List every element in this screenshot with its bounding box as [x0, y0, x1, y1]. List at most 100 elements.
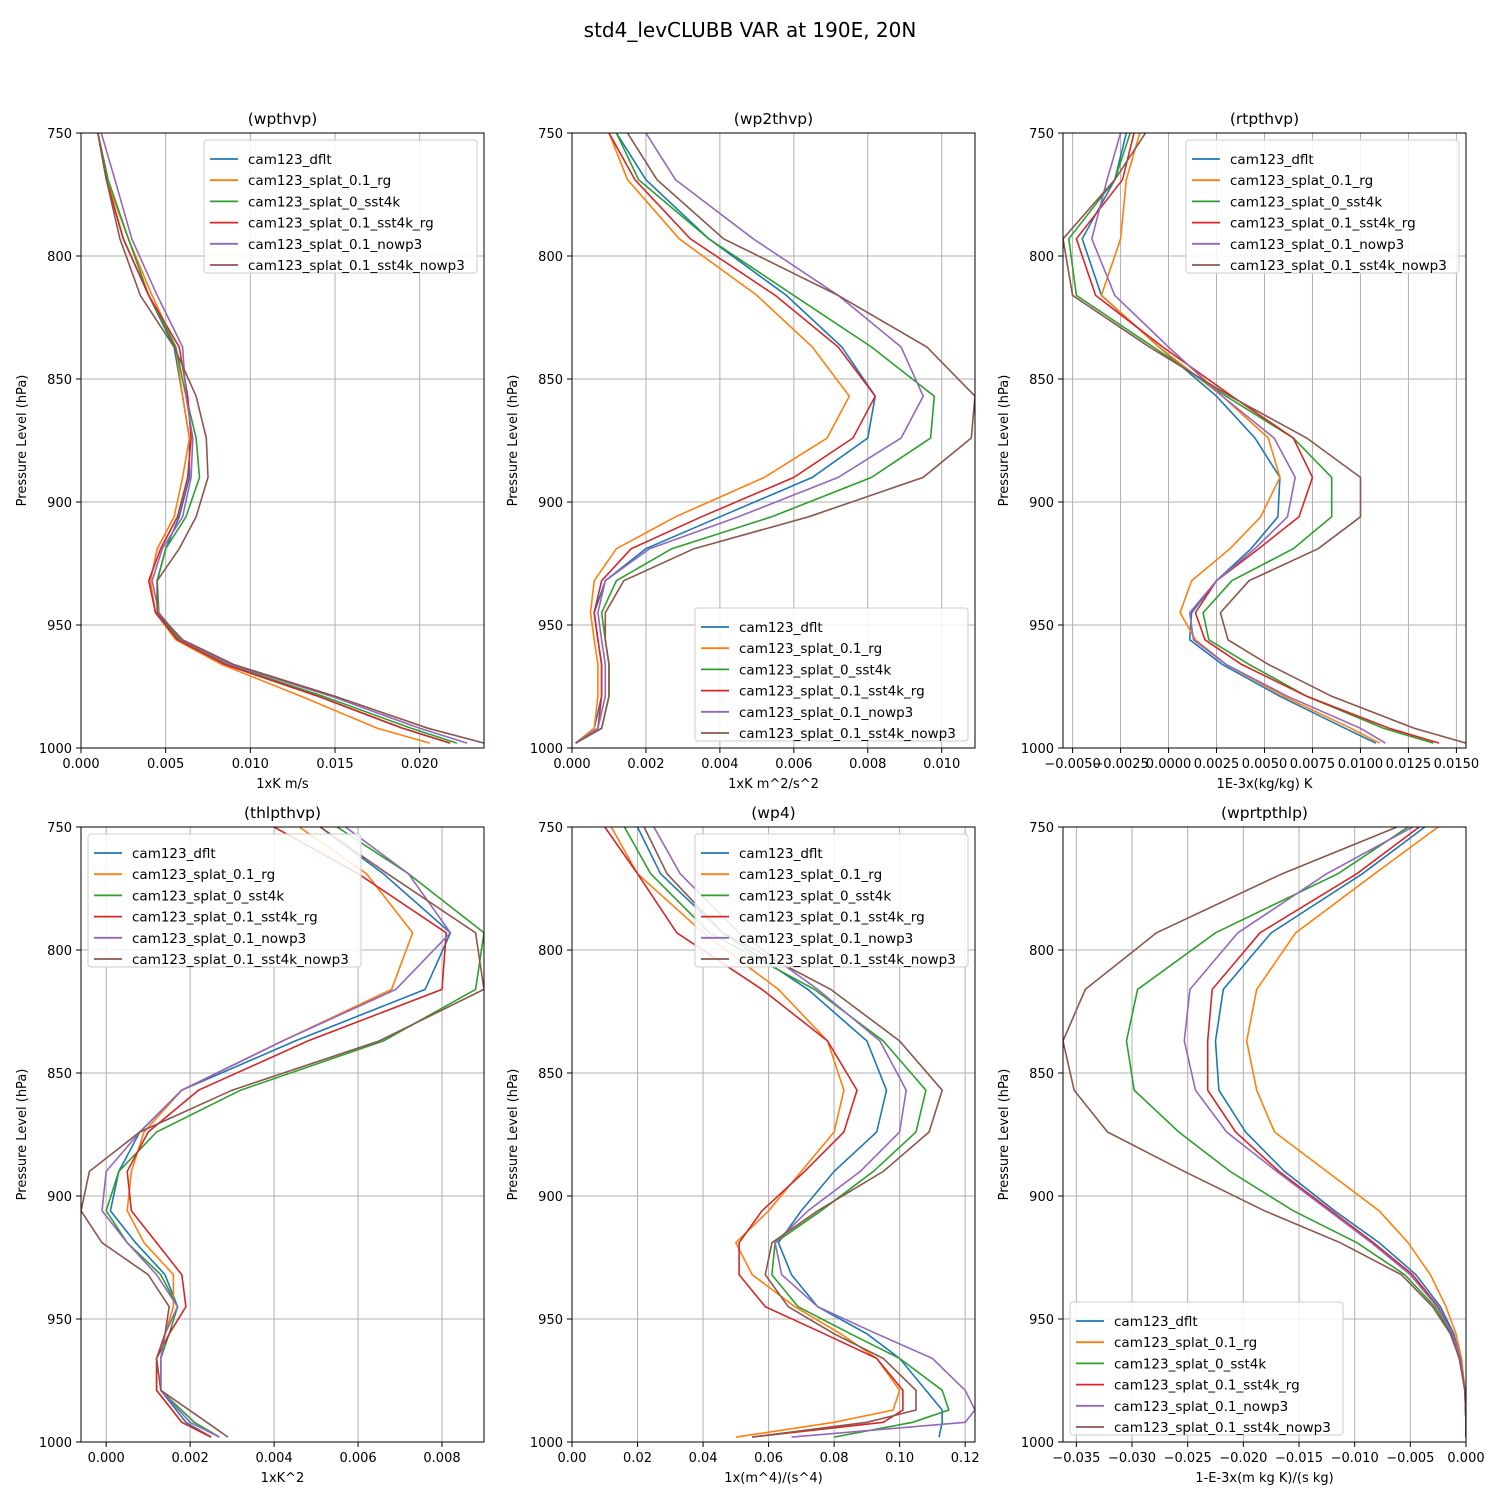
x-tick-label: 0.10: [885, 1451, 914, 1466]
y-tick-label: 800: [538, 944, 563, 959]
x-axis-label: 1xK m/s: [256, 777, 309, 792]
x-tick-label: 0.08: [820, 1451, 849, 1466]
legend-label: cam123_splat_0.1_rg: [132, 867, 275, 883]
series-line-cam123_splat_0.1_nowp3: [575, 133, 925, 744]
x-tick-label: 0.0075: [1290, 757, 1336, 772]
y-tick-label: 800: [47, 944, 72, 959]
y-axis-label: Pressure Level (hPa): [15, 375, 30, 507]
series-line-cam123_dflt: [636, 827, 944, 1438]
legend-label: cam123_dflt: [739, 620, 823, 636]
legend-box: [694, 607, 969, 742]
x-tick-label: −0.005: [1386, 1451, 1434, 1466]
subplot-2: 0.000 0.002 0.004 0.006 0.008 0.010 750 800 850 9…: [506, 110, 976, 792]
subplot-title: (thlpthvp): [244, 804, 321, 822]
legend-label: cam123_splat_0.1_sst4k_rg: [248, 216, 434, 232]
y-tick-label: 800: [538, 250, 563, 265]
subplot-1: 0.000 0.005 0.010 0.015 0.020 750 800 850 900 950…: [15, 110, 485, 792]
legend-label: cam123_splat_0.1_nowp3: [739, 705, 913, 721]
x-tick-label: 0.006: [339, 1451, 376, 1466]
y-tick-label: 750: [538, 127, 563, 142]
y-tick-label: 1000: [1021, 742, 1054, 757]
legend-label: cam123_splat_0.1_sst4k_rg: [739, 684, 925, 700]
x-tick-label: 0.002: [172, 1451, 209, 1466]
legend-box: [87, 833, 362, 968]
y-tick-label: 1000: [39, 1436, 72, 1451]
series-line-cam123_splat_0.1_sst4k_nowp3: [97, 133, 484, 744]
y-tick-label: 800: [1029, 250, 1054, 265]
legend-box: [1069, 1301, 1344, 1436]
y-axis-label: Pressure Level (hPa): [15, 1069, 30, 1201]
x-tick-label: 0.000: [1447, 1451, 1484, 1466]
y-tick-label: 900: [1029, 496, 1054, 511]
y-tick-label: 950: [47, 619, 72, 634]
legend: cam123_dflt cam123_splat_0.1_rg cam123_spl…: [694, 833, 969, 968]
y-tick-label: 900: [1029, 1190, 1054, 1205]
legend-label: cam123_splat_0.1_sst4k_nowp3: [132, 952, 349, 968]
x-tick-label: 0.00: [558, 1451, 587, 1466]
series-line-cam123_splat_0.1_sst4k_nowp3: [643, 827, 944, 1438]
series-line-cam123_splat_0.1_sst4k_nowp3: [575, 133, 975, 744]
legend-label: cam123_splat_0.1_sst4k_nowp3: [1114, 1420, 1331, 1436]
y-tick-label: 1000: [1021, 1436, 1054, 1451]
axes-frame: [571, 132, 976, 749]
legend-label: cam123_dflt: [1230, 152, 1314, 168]
x-axis-label: 1xK m^2/s^2: [728, 777, 819, 792]
series-line-cam123_splat_0.1_sst4k_rg: [126, 827, 448, 1438]
y-tick-label: 950: [47, 1313, 72, 1328]
subplot-title: (wprtpthlp): [1221, 804, 1308, 822]
x-tick-label: 0.010: [923, 757, 960, 772]
axes-frame: [571, 826, 976, 1443]
x-tick-label: 0.12: [951, 1451, 980, 1466]
x-tick-label: 0.0050: [1242, 757, 1288, 772]
x-tick-label: 0.0125: [1386, 757, 1432, 772]
legend-label: cam123_splat_0.1_sst4k_nowp3: [739, 952, 956, 968]
legend-label: cam123_splat_0_sst4k: [1114, 1356, 1266, 1372]
subplot-grid: 0.000 0.005 0.010 0.015 0.020 750 800 850 900 950…: [15, 110, 1485, 1486]
series-line-cam123_splat_0.1_sst4k_rg: [97, 133, 451, 744]
x-tick-label: 0.000: [88, 1451, 125, 1466]
legend-label: cam123_splat_0.1_sst4k_rg: [132, 910, 318, 926]
y-tick-label: 850: [538, 1067, 563, 1082]
y-tick-label: 950: [538, 619, 563, 634]
legend-label: cam123_splat_0.1_sst4k_rg: [1114, 1378, 1300, 1394]
legend-box: [203, 139, 478, 274]
y-tick-label: 950: [1029, 1313, 1054, 1328]
legend-label: cam123_splat_0_sst4k: [132, 888, 284, 904]
y-tick-label: 850: [1029, 373, 1054, 388]
series-line-cam123_splat_0.1_nowp3: [1090, 133, 1386, 744]
series-line-cam123_splat_0.1_nowp3: [100, 133, 468, 744]
x-tick-label: −0.010: [1331, 1451, 1379, 1466]
x-axis-label: 1-E-3x(m kg K)/(s kg): [1195, 1471, 1333, 1486]
x-tick-label: 0.04: [689, 1451, 718, 1466]
legend-label: cam123_splat_0.1_nowp3: [739, 931, 913, 947]
series-line-cam123_dflt: [1081, 133, 1377, 744]
legend-label: cam123_splat_0.1_nowp3: [132, 931, 306, 947]
legend-label: cam123_dflt: [132, 846, 216, 862]
x-axis-label: 1x(m^4)/(s^4): [724, 1471, 822, 1486]
y-tick-label: 1000: [530, 742, 563, 757]
series-line-cam123_splat_0.1_nowp3: [101, 827, 452, 1438]
subplot-6: −0.035 −0.030 −0.025 −0.020 −0.015 −0.010 −0.0…: [997, 804, 1485, 1486]
x-tick-label: −0.0025: [1092, 757, 1148, 772]
legend-label: cam123_splat_0.1_nowp3: [248, 237, 422, 253]
series-line-cam123_splat_0.1_rg: [610, 827, 901, 1438]
legend-label: cam123_dflt: [1114, 1314, 1198, 1330]
x-tick-label: 0.005: [147, 757, 184, 772]
legend-label: cam123_dflt: [248, 152, 332, 168]
y-tick-label: 750: [47, 821, 72, 836]
subplot-title: (wp2thvp): [734, 110, 813, 128]
legend-label: cam123_splat_0.1_sst4k_rg: [1230, 216, 1416, 232]
series-line-cam123_splat_0.1_sst4k_nowp3: [1063, 133, 1466, 744]
legend: cam123_dflt cam123_splat_0.1_rg cam123_spl…: [694, 607, 969, 742]
series-line-cam123_splat_0.1_sst4k_nowp3: [81, 827, 484, 1438]
y-tick-label: 900: [538, 1190, 563, 1205]
x-axis-label: 1E-3x(kg/kg) K: [1217, 777, 1313, 792]
legend-label: cam123_splat_0.1_rg: [739, 867, 882, 883]
series-line-cam123_splat_0.1_sst4k_rg: [604, 827, 904, 1438]
y-axis-label: Pressure Level (hPa): [506, 1069, 521, 1201]
x-tick-label: 0.0150: [1434, 757, 1480, 772]
x-tick-label: 0.0000: [1146, 757, 1192, 772]
legend-label: cam123_splat_0.1_sst4k_nowp3: [1230, 258, 1447, 274]
y-tick-label: 800: [1029, 944, 1054, 959]
legend-label: cam123_splat_0_sst4k: [739, 662, 891, 678]
